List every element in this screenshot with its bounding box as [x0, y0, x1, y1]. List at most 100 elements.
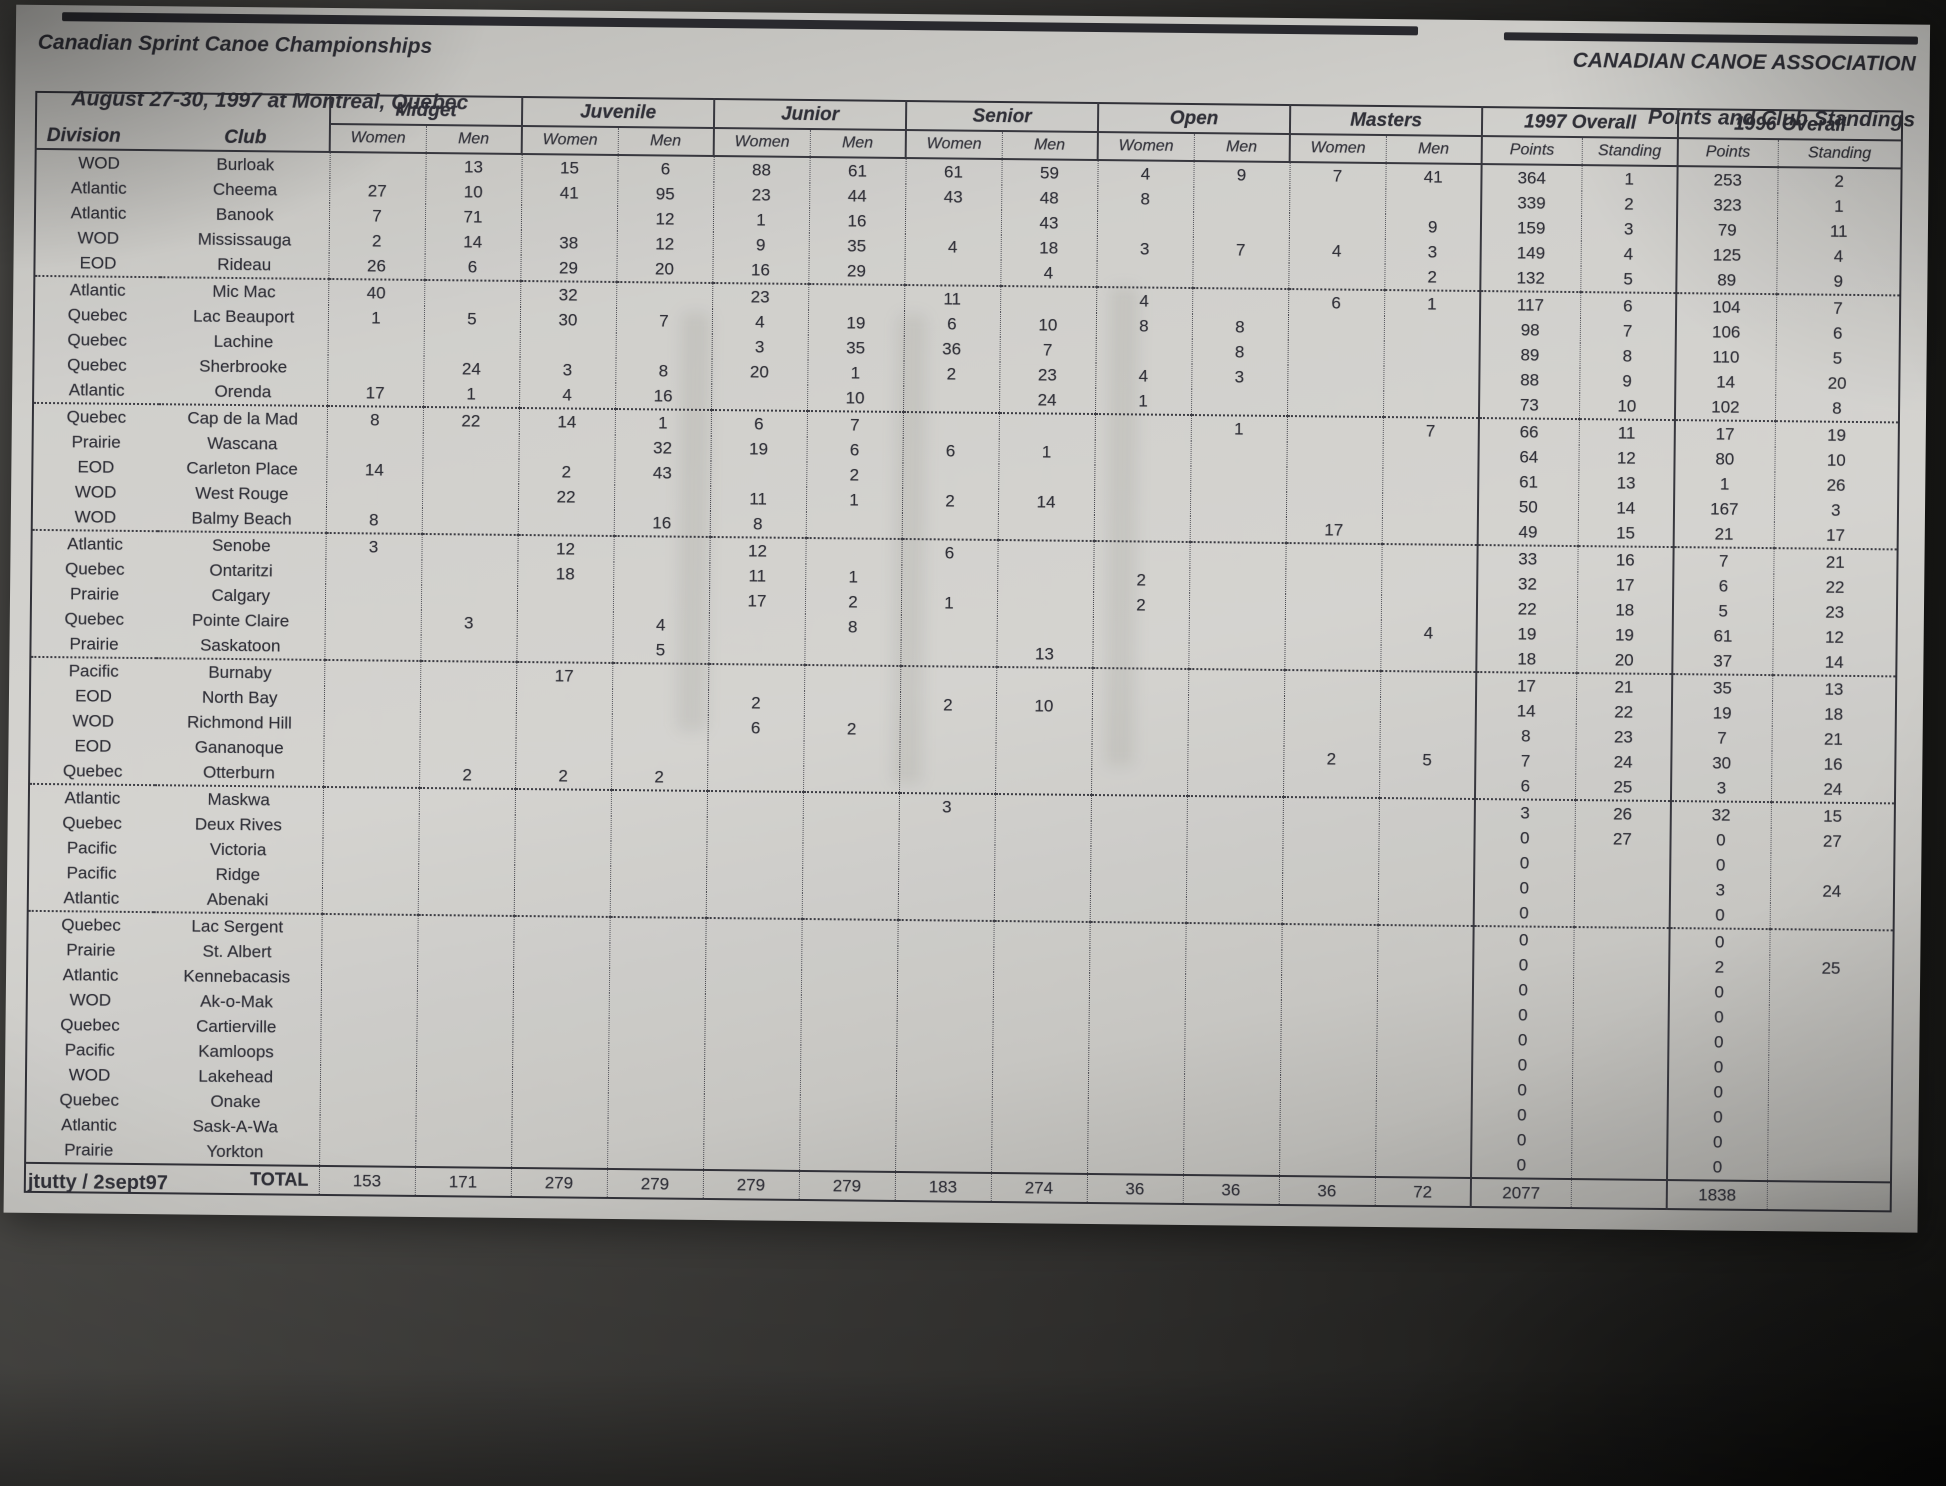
value-cell: 26 [1774, 472, 1899, 499]
value-cell: 1 [423, 380, 520, 408]
value-cell [1184, 1023, 1281, 1050]
subcolumn-header: Women [1097, 132, 1194, 162]
value-cell: 6 [1580, 292, 1677, 320]
value-cell: 1 [900, 589, 998, 616]
value-cell [512, 1041, 609, 1068]
club-cell: Otterburn [202, 762, 275, 783]
value-cell: 2 [1669, 954, 1770, 981]
value-cell [420, 584, 518, 611]
value-cell [514, 788, 612, 816]
value-cell: 2 [803, 715, 900, 742]
value-cell [1282, 796, 1379, 824]
value-cell [1286, 467, 1383, 494]
value-cell [418, 838, 515, 865]
subcolumn-header: Women [1289, 134, 1386, 164]
value-cell: 3 [1580, 216, 1678, 243]
value-cell: 43 [905, 184, 1002, 211]
value-cell [517, 508, 614, 536]
value-cell [1288, 213, 1386, 240]
value-cell: 32 [614, 434, 711, 461]
value-cell [1282, 847, 1379, 874]
subcolumn-header: Men [425, 124, 522, 154]
value-cell: 3 [1096, 236, 1193, 263]
value-cell [1382, 391, 1480, 419]
club-cell: Onake [210, 1091, 261, 1112]
value-cell: 106 [1675, 319, 1777, 346]
value-cell [609, 942, 706, 969]
value-cell [1287, 365, 1384, 392]
value-cell [320, 1014, 417, 1041]
value-cell [610, 789, 708, 817]
value-cell: 40 [328, 278, 425, 306]
value-cell [1089, 947, 1186, 974]
value-cell [1096, 211, 1194, 238]
value-cell [799, 1069, 897, 1096]
value-cell [416, 990, 513, 1017]
value-cell [418, 787, 516, 815]
value-cell [1767, 1130, 1892, 1157]
value-cell [1376, 1000, 1473, 1027]
footer-note: jtutty / 2sept97 [27, 1170, 169, 1195]
value-cell [995, 742, 1092, 769]
value-cell [1091, 693, 1189, 720]
club-cell: Ak-o-Mak [200, 991, 273, 1012]
value-cell: 50 [1477, 494, 1579, 521]
club-cell: Cheema [212, 179, 278, 200]
club-cell: Carleton Place [186, 458, 298, 479]
value-cell [327, 354, 424, 381]
value-cell [423, 330, 520, 357]
value-cell [1571, 1153, 1668, 1181]
value-cell: 71 [424, 203, 522, 230]
value-cell [706, 790, 804, 818]
value-cell [1279, 1124, 1376, 1151]
value-cell [1379, 722, 1476, 749]
value-cell: 4 [1097, 160, 1194, 188]
value-cell [319, 1139, 416, 1167]
value-cell [1188, 618, 1285, 645]
value-cell: 7 [1673, 547, 1774, 575]
value-cell [1376, 1050, 1473, 1077]
total-value-cell: 2077 [1470, 1177, 1572, 1209]
club-cell: Maskwa [154, 785, 324, 813]
value-cell [808, 283, 905, 312]
value-cell [899, 741, 996, 768]
value-cell: 2 [903, 360, 1000, 388]
value-cell [415, 1140, 512, 1168]
value-cell [516, 585, 614, 612]
value-cell [323, 735, 420, 762]
value-cell: 18 [1771, 701, 1897, 728]
value-cell: 11 [709, 562, 806, 589]
value-cell: 4 [1580, 241, 1677, 268]
value-cell [896, 1045, 993, 1072]
value-cell [515, 687, 613, 714]
division-cell: Pacific [66, 838, 118, 858]
value-cell: 24 [1771, 776, 1896, 804]
value-cell [1187, 719, 1284, 746]
value-cell: 2 [1092, 591, 1190, 619]
value-cell [799, 1144, 896, 1172]
value-cell [992, 1021, 1089, 1048]
subcolumn-header: Points [1677, 138, 1778, 168]
title-line1: Canadian Sprint Canoe Championships [37, 30, 433, 59]
value-cell [1183, 1148, 1280, 1176]
value-cell: 36 [903, 335, 1000, 363]
value-cell: 9 [1384, 214, 1482, 241]
value-cell: 0 [1668, 1054, 1769, 1081]
value-cell [1192, 288, 1289, 316]
value-cell: 10 [425, 178, 522, 205]
value-cell [998, 463, 1095, 491]
value-cell: 0 [1471, 1101, 1572, 1129]
value-cell: 3 [1773, 497, 1899, 524]
value-cell: 15 [1577, 520, 1674, 548]
value-cell: 3 [1191, 364, 1288, 391]
total-value-cell: 279 [606, 1168, 704, 1199]
value-cell: 0 [1471, 1151, 1572, 1180]
club-cell: Rideau [217, 254, 272, 275]
club-cell: West Rouge [195, 483, 289, 504]
value-cell [802, 842, 899, 869]
value-cell [608, 967, 706, 994]
value-cell: 2 [1581, 191, 1678, 218]
value-cell: 17 [1476, 672, 1577, 700]
value-cell [1385, 189, 1482, 216]
value-cell [416, 1015, 513, 1042]
